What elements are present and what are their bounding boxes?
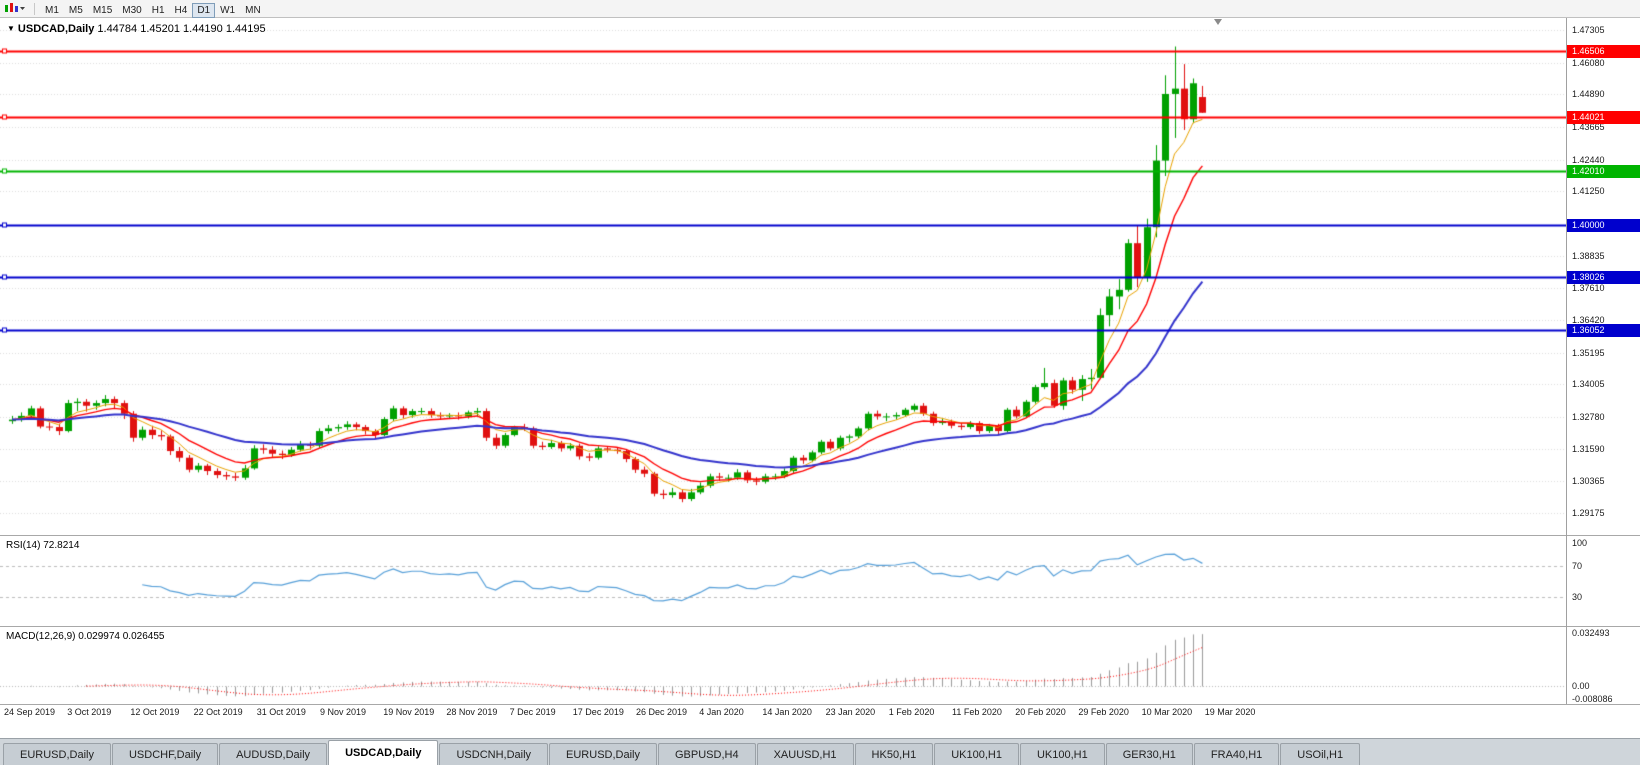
macd-axis-tick: 0.032493	[1572, 628, 1610, 638]
macd-axis: 0.032493 0.00 -0.008086	[1567, 628, 1640, 704]
chart-tab-4-usdcnh-daily[interactable]: USDCNH,Daily	[439, 743, 549, 765]
price-axis-tick: 1.44890	[1572, 89, 1605, 100]
timeframe-button-h1[interactable]: H1	[151, 4, 165, 16]
hline-price-badge: 1.40000	[1567, 218, 1640, 232]
rsi-axis: 100 70 30	[1567, 537, 1640, 626]
macd-axis-tick: -0.008086	[1572, 694, 1613, 704]
chart-tab-3-usdcad-daily[interactable]: USDCAD,Daily	[328, 740, 439, 765]
price-axis-tick: 1.38835	[1572, 250, 1605, 261]
chart-symbol-label: USDCAD,Daily	[17, 23, 95, 35]
chart-tab-bar: EURUSD,Daily USDCHF,Daily AUDUSD,Daily USDC…	[0, 738, 1640, 765]
timeframe-button-m1[interactable]: M1	[45, 4, 59, 16]
date-axis-border	[0, 704, 1640, 705]
rsi-axis-tick: 70	[1572, 561, 1583, 572]
chart-tab-9-uk100-h1[interactable]: UK100,H1	[934, 743, 1019, 765]
chart-tab-13-usoil-h1[interactable]: USOil,H1	[1280, 743, 1361, 765]
macd-indicator-canvas[interactable]	[0, 628, 1566, 704]
date-axis-label: 22 Oct 2019	[193, 707, 243, 717]
date-axis-label: 12 Oct 2019	[130, 707, 180, 717]
price-axis-tick: 1.35195	[1572, 347, 1605, 358]
rsi-indicator-label: RSI(14) 72.8214	[6, 540, 80, 551]
timeframe-button-w1[interactable]: W1	[220, 4, 236, 16]
chart-type-icon[interactable]	[4, 2, 26, 15]
chart-tab-0-eurusd-daily[interactable]: EURUSD,Daily	[3, 743, 111, 765]
rsi-axis-tick: 100	[1572, 538, 1588, 548]
price-axis-tick: 1.36420	[1572, 314, 1605, 325]
candlestick-chart-icon	[5, 3, 25, 12]
price-axis-tick: 1.31590	[1572, 443, 1605, 454]
price-axis-tick: 1.29175	[1572, 508, 1605, 518]
hline-price-badge: 1.38026	[1567, 271, 1640, 285]
panel-splitter[interactable]	[0, 535, 1640, 536]
chart-shift-marker[interactable]	[1214, 19, 1222, 25]
hline-price-badge: 1.44021	[1567, 111, 1640, 125]
date-axis-label: 3 Oct 2019	[67, 707, 112, 717]
price-axis-tick: 1.34005	[1572, 379, 1605, 390]
timeframe-button-m30[interactable]: M30	[122, 4, 142, 16]
price-axis-tick: 1.37610	[1572, 283, 1605, 294]
date-axis-label: 4 Jan 2020	[699, 707, 744, 717]
date-axis-label: 11 Feb 2020	[952, 707, 1002, 717]
date-axis-label: 1 Feb 2020	[888, 707, 935, 717]
price-axis-tick: 1.41250	[1572, 186, 1605, 197]
timeframe-button-d1[interactable]: D1	[192, 2, 216, 18]
macd-axis-tick: 0.00	[1572, 681, 1590, 692]
chart-tab-8-hk50-h1[interactable]: HK50,H1	[854, 743, 934, 765]
date-axis-label: 29 Feb 2020	[1078, 707, 1129, 717]
date-axis-label: 19 Nov 2019	[383, 707, 435, 717]
hline-price-badge: 1.42010	[1567, 164, 1640, 178]
chart-tab-1-usdchf-daily[interactable]: USDCHF,Daily	[111, 743, 219, 765]
timeframe-buttons: M1 M5 M15 M30 H1 H4 D1 W1 MN	[40, 0, 266, 18]
macd-indicator-label: MACD(12,26,9) 0.029974 0.026455	[6, 631, 165, 642]
date-axis-label: 17 Dec 2019	[572, 707, 624, 717]
timeframe-toolbar: M1 M5 M15 M30 H1 H4 D1 W1 MN	[0, 0, 1640, 18]
timeframe-button-m5[interactable]: M5	[68, 4, 83, 16]
date-axis-label: 31 Oct 2019	[256, 707, 306, 717]
timeframe-button-mn[interactable]: MN	[245, 4, 261, 16]
price-axis-tick: 1.32780	[1572, 411, 1605, 422]
date-axis-label: 7 Dec 2019	[509, 707, 556, 717]
hline-price-badge: 1.46506	[1567, 45, 1640, 59]
timeframe-button-m15[interactable]: M15	[92, 4, 113, 16]
price-axis: 1.47305 1.46080 1.44890 1.43665 1.42440 1.412…	[1567, 18, 1640, 535]
date-axis-label: 24 Sep 2019	[4, 707, 56, 717]
date-axis-label: 26 Dec 2019	[636, 707, 688, 717]
price-axis-tick: 1.47305	[1572, 24, 1605, 35]
date-axis: 24 Sep 2019 3 Oct 2019 12 Oct 2019 22 Oct 2…	[0, 705, 1566, 719]
date-axis-label: 10 Mar 2020	[1141, 707, 1193, 717]
timeframe-button-h4[interactable]: H4	[174, 4, 188, 16]
date-axis-label: 14 Jan 2020	[762, 707, 812, 717]
toolbar-separator	[34, 2, 35, 15]
price-axis-tick: 1.30365	[1572, 476, 1605, 487]
chart-tab-10-uk100-h1[interactable]: UK100,H1	[1019, 743, 1105, 765]
price-axis-tick: 1.42440	[1572, 154, 1605, 165]
chart-title: ▼ USDCAD,Daily 1.44784 1.45201 1.44190 1.…	[7, 23, 266, 35]
rsi-indicator-canvas[interactable]	[0, 537, 1566, 626]
hline-price-badge: 1.36052	[1567, 323, 1640, 337]
collapse-triangle-icon[interactable]: ▼	[7, 24, 15, 33]
chart-ohlc-values: 1.44784 1.45201 1.44190 1.44195	[97, 23, 266, 35]
chart-tab-11-ger30-h1[interactable]: GER30,H1	[1105, 743, 1193, 765]
date-axis-label: 19 Mar 2020	[1204, 707, 1256, 717]
price-axis-tick: 1.46080	[1572, 57, 1605, 68]
chart-tab-2-audusd-daily[interactable]: AUDUSD,Daily	[219, 743, 328, 765]
date-axis-label: 20 Feb 2020	[1015, 707, 1066, 717]
chart-tab-7-xauusd-h1[interactable]: XAUUSD,H1	[756, 743, 854, 765]
chart-tab-5-eurusd-daily[interactable]: EURUSD,Daily	[549, 743, 657, 765]
date-axis-label: 28 Nov 2019	[446, 707, 498, 717]
chart-tab-12-fra40-h1[interactable]: FRA40,H1	[1193, 743, 1280, 765]
chart-tab-6-gbpusd-h4[interactable]: GBPUSD,H4	[658, 743, 756, 765]
main-chart-canvas[interactable]	[0, 18, 1566, 535]
panel-splitter[interactable]	[0, 626, 1640, 627]
date-axis-label: 9 Nov 2019	[320, 707, 367, 717]
price-axis-tick: 1.43665	[1572, 121, 1605, 132]
rsi-axis-tick: 30	[1572, 591, 1583, 602]
price-axis-divider	[1566, 18, 1567, 704]
date-axis-label: 23 Jan 2020	[825, 707, 876, 717]
